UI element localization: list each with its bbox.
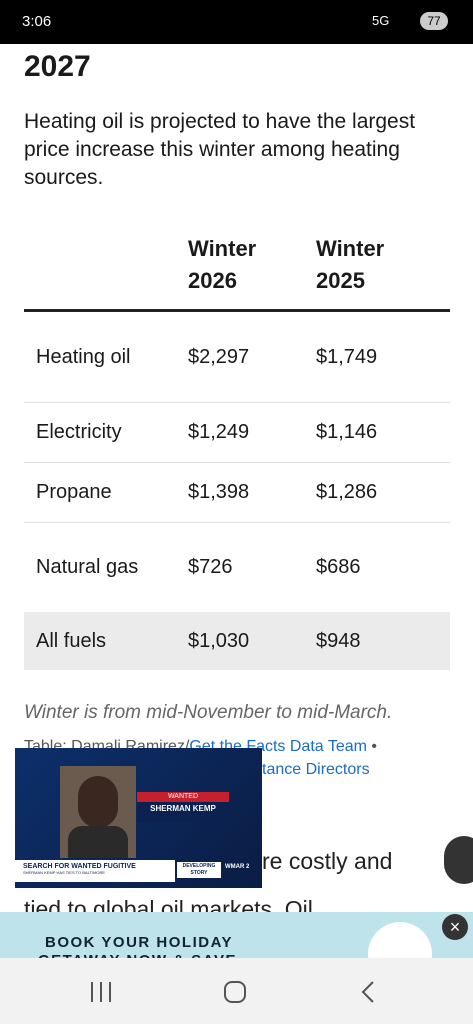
price: $1,749 (316, 346, 378, 368)
price: $1,286 (316, 481, 378, 503)
row-label: Heating oil (36, 346, 131, 368)
column-header: Winter 2025 (316, 236, 385, 293)
home[interactable] (224, 981, 246, 1003)
price: $1,030 (188, 630, 250, 652)
status-bar: 3:06 5G 77 (0, 0, 473, 44)
source-link-continued[interactable]: tance Directors (262, 761, 370, 778)
lower-third: SEARCH FOR WANTED FUGITIVE SHERMAN KEMP … (15, 860, 175, 882)
subline: SHERMAN KEMP HAS TIES TO BALTIMORE (23, 870, 106, 875)
ad-headline: BOOK YOUR HOLIDAY (45, 934, 234, 951)
row-label: All fuels (36, 630, 107, 652)
headline: SEARCH FOR WANTED FUGITIVE (23, 863, 136, 870)
video-player[interactable]: WANTED SHERMAN KEMP SEARCH FOR WANTED FU… (15, 748, 262, 888)
developing-badge: DEVELOPING STORY (177, 862, 221, 878)
source-separator: • (371, 738, 378, 755)
header-rule (24, 309, 450, 312)
body-text: re costly and (262, 848, 393, 874)
row-label: Electricity (36, 421, 122, 443)
table-row: Propane $1,398 $1,286 (24, 462, 450, 523)
price: $2,297 (188, 346, 250, 368)
network: 5G (372, 13, 390, 28)
price: $1,249 (188, 421, 250, 443)
mugshot (60, 766, 136, 858)
table-note: Winter is from mid-November to mid-March… (24, 702, 393, 723)
mute-button[interactable] (444, 836, 473, 884)
table-row: Electricity $1,249 $1,146 (24, 402, 450, 463)
station-logo: WMAR 2 (225, 864, 250, 870)
nav-bar (0, 958, 473, 1024)
time: 3:06 (22, 13, 52, 30)
row-label: Natural gas (36, 556, 139, 578)
wanted-tag: WANTED (137, 792, 229, 802)
table-row: Natural gas $726 $686 (24, 522, 450, 613)
ad-banner[interactable]: BOOK YOUR HOLIDAY GETAWAY NOW & SAVE × (0, 912, 473, 986)
price: $1,398 (188, 481, 250, 503)
ad-close[interactable]: × (442, 914, 468, 940)
column-header: Winter 2026 (188, 236, 257, 293)
price: $726 (188, 556, 233, 578)
table-row: All fuels $1,030 $948 (24, 612, 450, 670)
row-label: Propane (36, 481, 112, 503)
nav-icons (91, 981, 374, 1003)
price: $948 (316, 630, 361, 652)
price: $1,146 (316, 421, 378, 443)
heading: 2027 (24, 50, 91, 83)
recent-apps[interactable] (91, 982, 111, 1002)
price: $686 (316, 556, 361, 578)
back[interactable] (361, 981, 374, 1003)
battery: 77 (420, 12, 448, 30)
table-row: Heating oil $2,297 $1,749 (24, 312, 450, 403)
suspect-name: SHERMAN KEMP (137, 802, 229, 822)
intro: Heating oil is projected to have the lar… (24, 110, 416, 189)
